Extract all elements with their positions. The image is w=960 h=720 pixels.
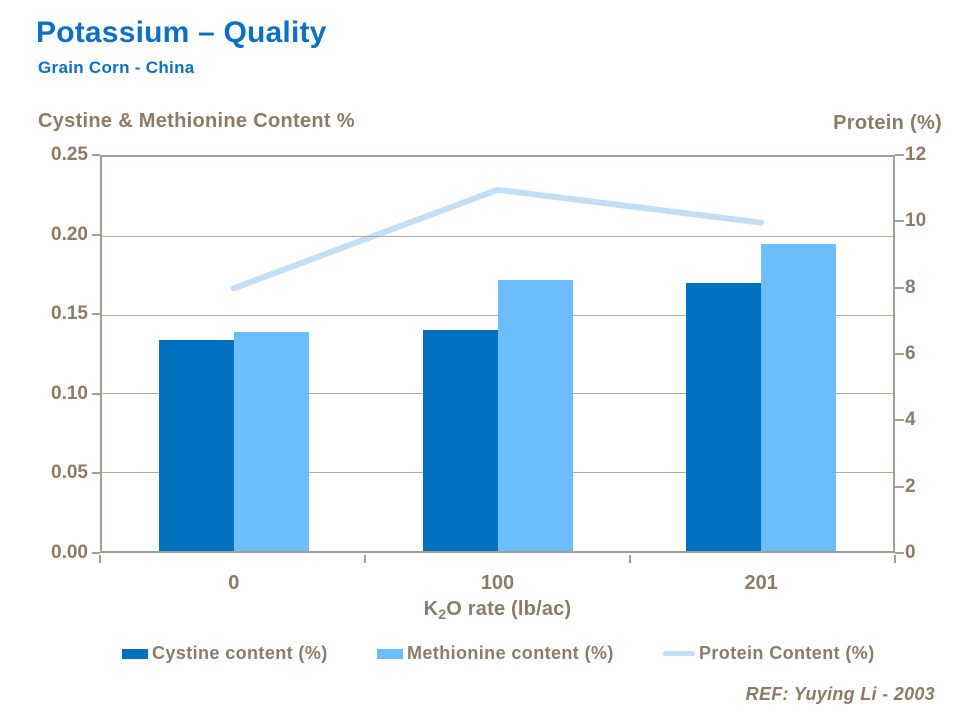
right-tick-mark [895,286,904,289]
bar-cystine [686,283,762,551]
page-subtitle: Grain Corn - China [38,58,195,77]
left-tick-mark [92,313,100,316]
right-tick-label: 2 [905,475,916,497]
left-tick-label: 0.00 [51,542,88,563]
x-category-label: 201 [744,572,778,594]
right-tick-mark [895,154,904,156]
legend-item-cystine: Cystine content (%) [122,643,328,664]
right-tick-mark [895,353,904,355]
x-axis-title: K2O rate (lb/ac) [100,598,895,622]
right-tick-mark [895,419,904,422]
legend-item-protein: Protein Content (%) [663,643,875,664]
x-axis-title-prefix: K [423,598,439,620]
right-tick-label: 4 [905,409,916,431]
bar-methionine [233,331,309,551]
right-tick-label: 10 [905,210,927,232]
bar-methionine [497,279,573,551]
x-category-label: 0 [228,572,240,594]
bar-cystine [158,339,234,551]
legend-label-cystine: Cystine content (%) [152,643,328,663]
right-tick-label: 12 [905,144,927,165]
x-tick-mark [364,555,366,563]
cystine-swatch-icon [122,648,148,659]
protein-line [230,186,765,292]
gridline [102,235,893,237]
methionine-swatch-icon [377,648,403,659]
left-tick-mark [92,552,100,554]
page-title: Potassium – Quality [36,16,327,49]
x-axis-title-suffix: O rate (lb/ac) [446,598,572,620]
left-tick-label: 0.25 [51,144,88,165]
left-tick-label: 0.15 [51,303,88,325]
right-tick-mark [895,485,904,488]
left-tick-mark [92,154,100,156]
x-category-label: 100 [480,572,515,594]
left-axis-title: Cystine & Methionine Content % [38,110,355,132]
left-tick-mark [92,392,100,395]
bar-methionine [761,243,837,551]
left-tick-label: 0.10 [51,382,88,404]
left-tick-label: 0.05 [51,462,88,484]
reference: REF: Yuying Li - 2003 [745,684,935,704]
right-tick-mark [895,552,904,554]
right-tick-label: 8 [905,276,916,298]
bar-cystine [422,330,498,551]
left-tick-mark [92,233,100,236]
x-tick-mark [894,555,896,563]
legend-item-methionine: Methionine content (%) [377,643,614,664]
right-tick-label: 0 [905,542,916,563]
x-axis-title-subscript: 2 [438,606,447,622]
protein-line-chart [230,186,765,292]
protein-line-swatch-icon [663,651,695,656]
right-tick-label: 6 [905,343,916,364]
legend-label-methionine: Methionine content (%) [407,643,614,663]
x-tick-mark [629,555,631,563]
legend-label-protein: Protein Content (%) [699,643,875,663]
left-tick-label: 0.20 [51,223,88,245]
left-tick-mark [92,472,100,475]
plot-area [100,155,895,553]
x-tick-mark [99,555,101,563]
right-axis-title: Protein (%) [833,112,942,134]
right-tick-mark [895,220,904,223]
